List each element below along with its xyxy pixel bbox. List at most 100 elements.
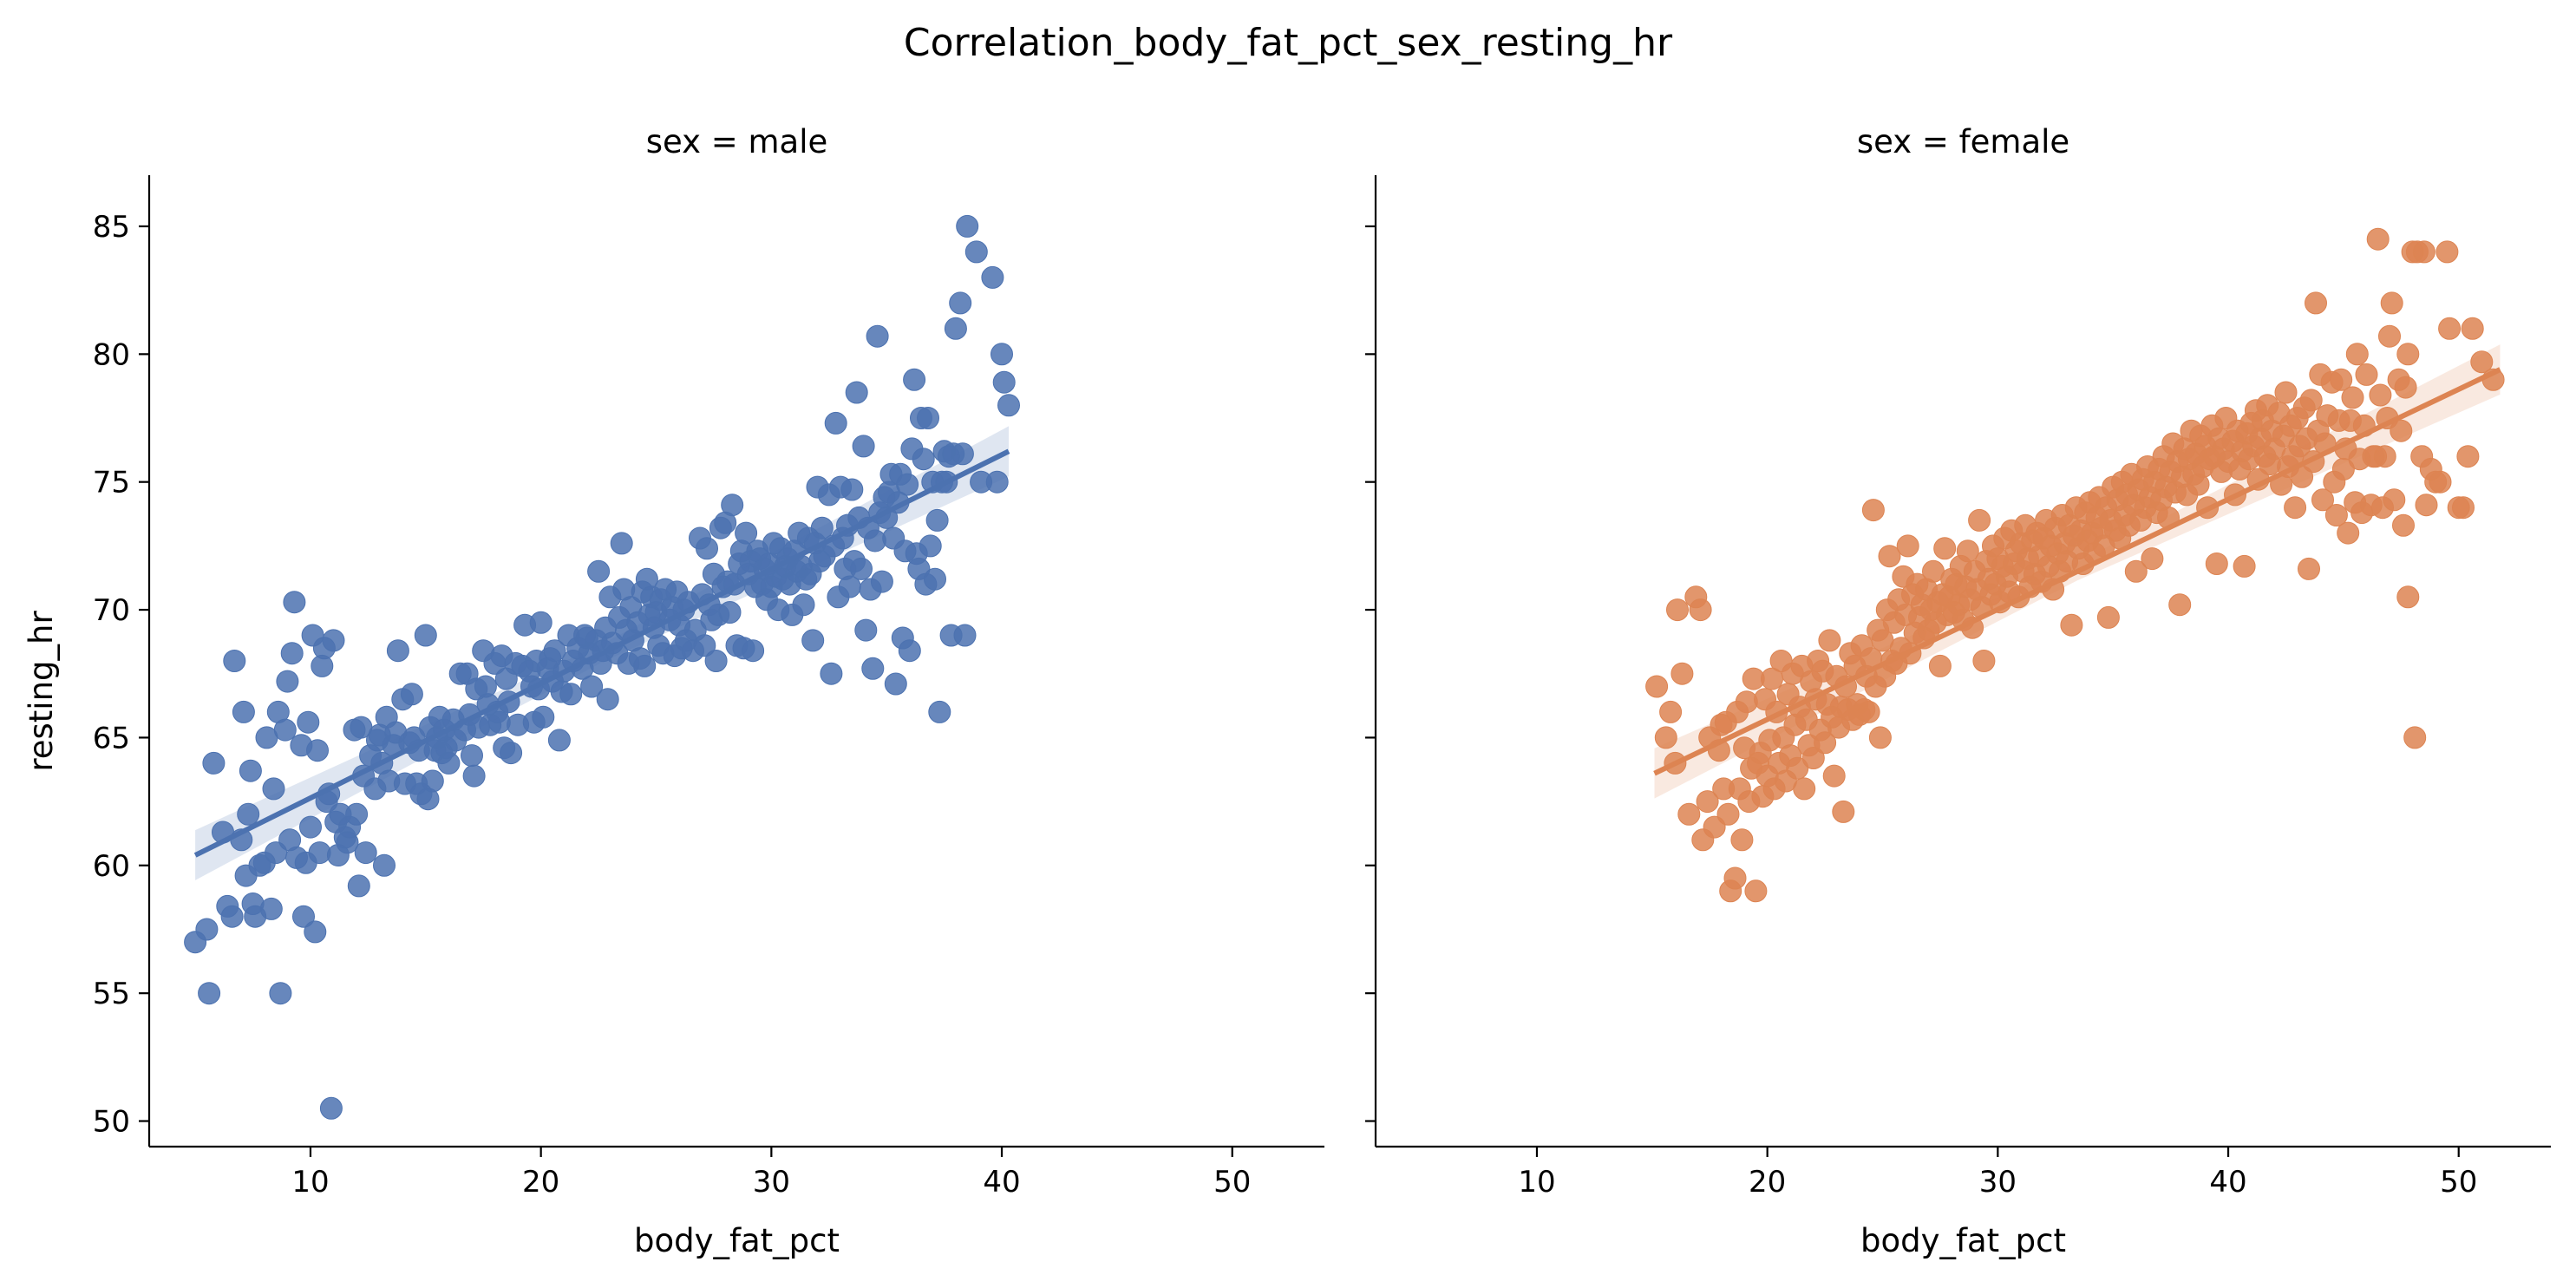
panel-1: sex = male 10 20 30 40 50 body_fat_pct 50 55 60 65… [93,123,1324,1259]
data-point [1723,866,1747,890]
data-point [1696,790,1719,814]
data-point [2338,409,2362,432]
data-point [2362,445,2385,468]
data-point [1793,777,1816,801]
data-point [1786,756,1809,780]
data-point [997,394,1020,417]
data-point [1659,700,1683,723]
data-point [1968,508,1991,532]
y-tick-label: 50 [93,1105,130,1140]
data-point [2392,513,2415,537]
data-point [951,442,974,466]
data-point [912,448,935,471]
data-point [896,473,919,496]
data-point [543,639,566,663]
data-point [421,769,444,793]
data-point [354,841,377,865]
data-point [587,559,611,583]
data-point [925,508,949,532]
data-point [1933,537,1957,560]
data-point [991,343,1013,366]
data-point [1677,802,1701,826]
data-point [596,688,619,711]
data-point [2324,504,2348,526]
scatter-points [184,214,1020,1120]
x-tick-label: 30 [1979,1165,2017,1200]
data-point [924,567,946,591]
y-tick-label: 85 [93,210,130,245]
data-point [1928,654,1952,677]
data-point [2412,240,2435,264]
data-point [2438,317,2462,340]
data-point [964,240,988,264]
data-point [884,672,907,696]
data-point [2299,389,2323,412]
data-point [742,639,765,663]
x-tick-label: 50 [2440,1165,2477,1200]
data-point [202,751,226,775]
data-point [2305,291,2327,315]
data-point [1814,731,1837,755]
data-point [840,478,864,501]
data-point [1716,802,1740,826]
data-point [1822,764,1846,788]
data-point [2415,494,2438,517]
data-point [2394,376,2417,399]
data-point [956,214,979,238]
data-point [1861,499,1885,522]
data-point [2366,227,2390,251]
x-tick-label: 50 [1213,1165,1251,1200]
regression-line [1653,367,2501,776]
data-point [861,657,885,680]
x-tick-label: 20 [522,1165,559,1200]
data-point [373,853,396,877]
regression-line [193,448,1010,858]
data-point [2383,488,2406,512]
data-point [610,532,633,555]
x-tick-label: 40 [2209,1165,2246,1200]
data-point [704,650,728,672]
data-point [400,683,423,706]
data-point [322,629,345,652]
data-point [297,710,320,734]
data-point [292,905,315,928]
data-point [1972,650,1996,672]
data-point [276,670,299,693]
data-point [981,265,1004,289]
y-tick-label: 60 [93,849,130,884]
data-point [1666,598,1689,622]
y-tick-label: 55 [93,977,130,1011]
data-point [2141,547,2164,571]
data-point [2403,726,2427,749]
data-point [928,700,951,723]
data-point [283,591,306,614]
data-point [1645,675,1669,698]
data-point [2168,593,2192,617]
data-point [2369,383,2392,407]
y-axis-label: resting_hr [23,611,60,772]
data-point [1878,545,1901,568]
data-point [898,639,921,663]
data-point [824,411,847,435]
data-point [718,601,742,624]
data-point [347,874,370,898]
panel-title: sex = female [1857,123,2069,160]
data-point [2380,291,2403,315]
data-point [949,291,972,315]
data-point [1896,534,1919,558]
data-point [2429,470,2452,494]
data-point [845,381,868,404]
data-point [2390,419,2413,442]
data-point [2337,521,2360,545]
data-point [262,777,285,801]
data-point [2345,343,2369,366]
data-point [2435,240,2459,264]
data-point [2456,445,2480,468]
panel-2: sex = female 10 20 30 40 50 body_fat_pct [1365,123,2551,1259]
panel-title: sex = male [646,123,828,160]
data-point [220,905,244,928]
x-tick-label: 20 [1749,1165,1786,1200]
data-point [1670,662,1694,685]
figure-title: Correlation_body_fat_pct_sex_resting_hr [904,21,1673,65]
